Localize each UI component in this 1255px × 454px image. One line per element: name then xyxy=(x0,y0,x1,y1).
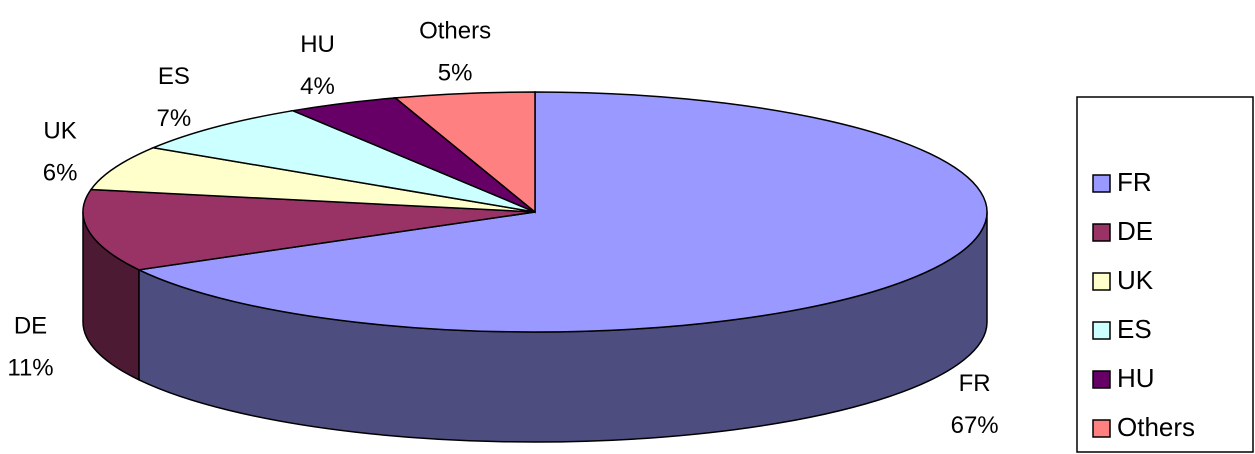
legend-label: ES xyxy=(1117,314,1152,344)
data-label-value: 11% xyxy=(7,355,53,382)
data-label-value: 7% xyxy=(156,105,191,132)
legend-label: FR xyxy=(1117,167,1152,197)
pie-slice xyxy=(82,188,536,271)
data-label-name: UK xyxy=(43,118,76,145)
pie-slice xyxy=(136,91,988,333)
legend-swatch xyxy=(1092,321,1111,340)
legend-swatch xyxy=(1092,174,1111,193)
data-label-value: 6% xyxy=(43,160,78,187)
data-label-name: Others xyxy=(419,17,491,44)
legend-swatch xyxy=(1092,223,1111,242)
legend: FR DE UK ES HU Others xyxy=(1092,167,1195,442)
data-label-name: ES xyxy=(158,63,190,90)
pie-slice xyxy=(89,146,536,213)
legend-swatch xyxy=(1092,419,1111,438)
data-label-value: 5% xyxy=(438,59,473,86)
legend-label: HU xyxy=(1117,363,1155,393)
data-label-name: HU xyxy=(300,31,335,58)
legend-label: UK xyxy=(1117,265,1154,295)
pie-top xyxy=(82,91,988,333)
legend-swatch xyxy=(1092,272,1111,291)
legend-label: Others xyxy=(1117,412,1195,442)
data-label-value: 4% xyxy=(300,73,335,100)
pie-slice xyxy=(150,109,536,213)
data-labels: FR 67% DE 11% UK 6% ES 7% HU 4% Others 5% xyxy=(7,17,998,438)
legend-swatch xyxy=(1092,370,1111,389)
data-label-value: 67% xyxy=(951,412,999,439)
data-label-name: DE xyxy=(14,313,47,340)
data-label-name: FR xyxy=(959,370,991,397)
legend-label: DE xyxy=(1117,216,1153,246)
pie-slice xyxy=(393,91,536,214)
